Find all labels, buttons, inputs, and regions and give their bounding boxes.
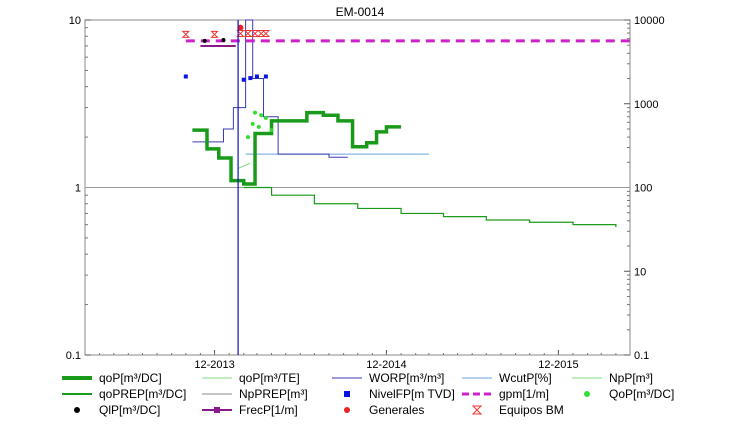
point-equipos-bm [250, 30, 260, 38]
series-line-worp [192, 19, 348, 158]
y-right-tick-label: 10000 [634, 15, 665, 27]
x-tick-label: 12-2013 [194, 359, 234, 370]
point-qop [250, 121, 255, 126]
legend-swatch [460, 372, 494, 384]
legend: qoP[m³/DC] qoP[m³/TE] WORP[m³/m³] WcutP[%] N… [60, 370, 750, 424]
legend-label: QlP[m³/DC] [99, 402, 161, 417]
point-qop [259, 113, 264, 118]
series-line-qop [192, 110, 402, 186]
legend-swatch [570, 388, 604, 400]
y-left-tick-label: 1 [75, 183, 81, 195]
legend-swatch [330, 372, 364, 384]
legend-swatch [200, 404, 234, 416]
point-nivelfp [263, 74, 268, 79]
legend-item: QoP[m³/DC] [570, 386, 674, 401]
legend-label: qoP[m³/DC] [99, 370, 162, 385]
point-qop [256, 124, 261, 129]
legend-label: Generales [369, 402, 425, 417]
y-left-tick-label: 10 [69, 15, 81, 27]
point-nivelfp [183, 74, 188, 79]
legend-item: Generales [330, 402, 424, 417]
legend-item: FrecP[1/m] [200, 402, 298, 417]
legend-label: gpm[1/m] [499, 386, 550, 401]
point-qop [253, 110, 258, 115]
legend-item: qoPREP[m³/DC] [60, 386, 186, 401]
legend-item: WcutP[%] [460, 370, 552, 385]
legend-item: NpP[m³] [570, 370, 653, 385]
point-equipos-bm [236, 30, 245, 38]
legend-label: qoPREP[m³/DC] [99, 386, 187, 401]
legend-item: QlP[m³/DC] [60, 402, 160, 417]
y-right-tick-label: 10 [634, 266, 646, 278]
legend-swatch [330, 404, 364, 416]
legend-swatch [200, 388, 234, 400]
legend-swatch [460, 404, 494, 416]
point-nivelfp [254, 74, 259, 79]
legend-item: NpPREP[m³] [200, 386, 308, 401]
point-generales [237, 24, 244, 31]
legend-label: QoP[m³/DC] [609, 386, 675, 401]
point-equipos-bm [261, 30, 271, 38]
legend-swatch [60, 372, 94, 384]
point-qlp [221, 37, 226, 42]
y-left-tick-label: 0.1 [66, 350, 81, 362]
point-equipos-bm [243, 30, 253, 38]
point-nivelfp [248, 76, 253, 81]
legend-label: qoP[m³/TE] [239, 370, 300, 385]
legend-item: NivelFP[m TVD] [330, 386, 455, 401]
legend-label: Equipos BM [499, 402, 564, 417]
legend-label: WcutP[%] [499, 370, 552, 385]
legend-swatch [60, 388, 94, 400]
legend-swatch [570, 372, 604, 384]
legend-swatch [60, 404, 94, 416]
legend-swatch [200, 372, 234, 384]
point-qop [269, 128, 274, 133]
point-equipos-bm [210, 30, 219, 38]
legend-label: NpP[m³] [609, 370, 654, 385]
legend-item: qoP[m³/DC] [60, 370, 162, 385]
legend-label: NpPREP[m³] [239, 386, 308, 401]
y-right-tick-label: 0.1 [634, 350, 649, 362]
x-tick-label: 12-2015 [538, 359, 578, 370]
legend-label: FrecP[1/m] [239, 402, 298, 417]
series-layer [85, 19, 630, 355]
y-right-tick-label: 1000 [634, 99, 658, 111]
chart: EM-0014 0.1 1 10 0.1 10 100 1000 10000 12-2013 12… [66, 5, 665, 370]
series-line-qop-te [237, 162, 251, 169]
chart-title: EM-0014 [336, 5, 385, 19]
legend-item: WORP[m³/m³] [330, 370, 444, 385]
point-nivelfp [241, 77, 246, 82]
legend-item: Equipos BM [460, 402, 564, 417]
point-equipos-bm [256, 30, 266, 38]
axes: 0.1 1 10 0.1 10 100 1000 10000 12-2013 12-2014 12-… [66, 15, 665, 370]
x-tick-label: 12-2014 [366, 359, 406, 370]
legend-swatch [330, 388, 364, 400]
point-qop [263, 115, 268, 120]
legend-label: NivelFP[m TVD] [369, 386, 455, 401]
legend-item: qoP[m³/TE] [200, 370, 300, 385]
y-right-tick-label: 100 [634, 183, 652, 195]
legend-item: gpm[1/m] [460, 386, 549, 401]
point-qop [245, 135, 250, 140]
legend-swatch [460, 388, 494, 400]
point-equipos-bm [181, 30, 191, 38]
legend-label: WORP[m³/m³] [369, 370, 445, 385]
series-line-qoprep [243, 186, 617, 228]
point-qlp [202, 38, 207, 43]
